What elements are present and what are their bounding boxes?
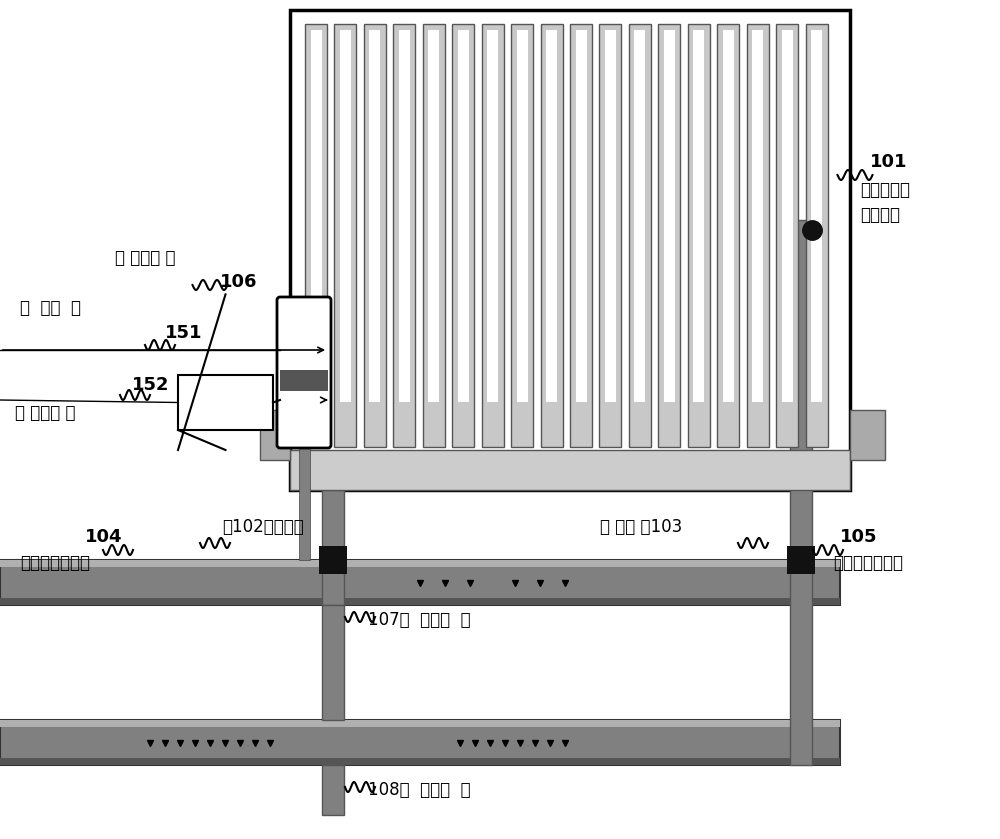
Bar bbox=[452, 24, 474, 447]
Bar bbox=[428, 30, 439, 402]
Bar bbox=[482, 24, 504, 447]
Bar bbox=[693, 30, 704, 402]
Bar bbox=[605, 30, 616, 402]
Bar bbox=[576, 30, 586, 402]
Bar bbox=[0, 560, 840, 567]
Bar bbox=[541, 24, 563, 447]
Bar bbox=[850, 410, 885, 460]
Text: ～102（入口）: ～102（入口） bbox=[222, 518, 304, 536]
Text: 106: 106 bbox=[220, 273, 258, 291]
Text: 151: 151 bbox=[165, 324, 202, 342]
Bar bbox=[776, 24, 798, 447]
Text: 152: 152 bbox=[132, 376, 170, 394]
FancyBboxPatch shape bbox=[277, 297, 331, 448]
Bar bbox=[688, 24, 710, 447]
Text: （ 出口 ）103: （ 出口 ）103 bbox=[600, 518, 682, 536]
Bar bbox=[0, 720, 840, 765]
Bar bbox=[487, 30, 498, 402]
Bar bbox=[0, 720, 840, 727]
Bar bbox=[393, 24, 415, 447]
Text: 发射器）: 发射器） bbox=[860, 206, 900, 224]
Bar bbox=[599, 24, 621, 447]
Bar bbox=[664, 30, 675, 402]
Bar bbox=[178, 375, 273, 430]
Bar bbox=[782, 30, 793, 402]
Bar bbox=[340, 30, 351, 402]
Bar bbox=[280, 370, 328, 391]
Text: （  室温  ）: （ 室温 ） bbox=[20, 299, 81, 317]
Bar bbox=[723, 30, 734, 402]
Bar bbox=[517, 30, 528, 402]
Bar bbox=[546, 30, 557, 402]
Bar bbox=[260, 410, 290, 460]
Bar bbox=[290, 450, 850, 490]
Text: （液体循环: （液体循环 bbox=[860, 181, 910, 199]
Bar bbox=[322, 765, 344, 815]
Bar bbox=[458, 30, 469, 402]
Text: （ 控制器 ）: （ 控制器 ） bbox=[115, 249, 176, 267]
Text: 104: 104 bbox=[85, 528, 122, 546]
Text: 105: 105 bbox=[840, 528, 878, 546]
Bar bbox=[717, 24, 739, 447]
Bar bbox=[511, 24, 533, 447]
Bar bbox=[364, 24, 386, 447]
Bar bbox=[787, 546, 815, 574]
Bar bbox=[299, 445, 310, 560]
Bar bbox=[790, 220, 812, 765]
Bar bbox=[806, 24, 828, 447]
Bar bbox=[310, 30, 322, 402]
Bar bbox=[570, 24, 592, 447]
Bar bbox=[811, 30, 822, 402]
Bar bbox=[747, 24, 769, 447]
Text: （温度传感器）: （温度传感器） bbox=[20, 554, 90, 572]
Bar bbox=[369, 30, 380, 402]
Bar bbox=[423, 24, 445, 447]
Bar bbox=[290, 10, 850, 490]
Bar bbox=[0, 758, 840, 765]
Bar bbox=[658, 24, 680, 447]
Text: 101: 101 bbox=[870, 153, 908, 171]
Text: （ 设定值 ）: （ 设定值 ） bbox=[15, 404, 76, 422]
Text: 108（  回水管  ）: 108（ 回水管 ） bbox=[368, 781, 471, 799]
Text: （温度传感器）: （温度传感器） bbox=[833, 554, 903, 572]
Bar bbox=[322, 490, 344, 605]
Bar bbox=[752, 30, 763, 402]
Bar bbox=[0, 560, 840, 605]
Bar bbox=[0, 598, 840, 605]
Bar bbox=[629, 24, 651, 447]
Bar bbox=[319, 546, 347, 574]
Text: 107（  供水管  ）: 107（ 供水管 ） bbox=[368, 611, 471, 629]
Bar bbox=[305, 24, 327, 447]
Bar bbox=[399, 30, 410, 402]
Bar bbox=[322, 605, 344, 720]
Bar bbox=[634, 30, 645, 402]
Bar bbox=[334, 24, 356, 447]
